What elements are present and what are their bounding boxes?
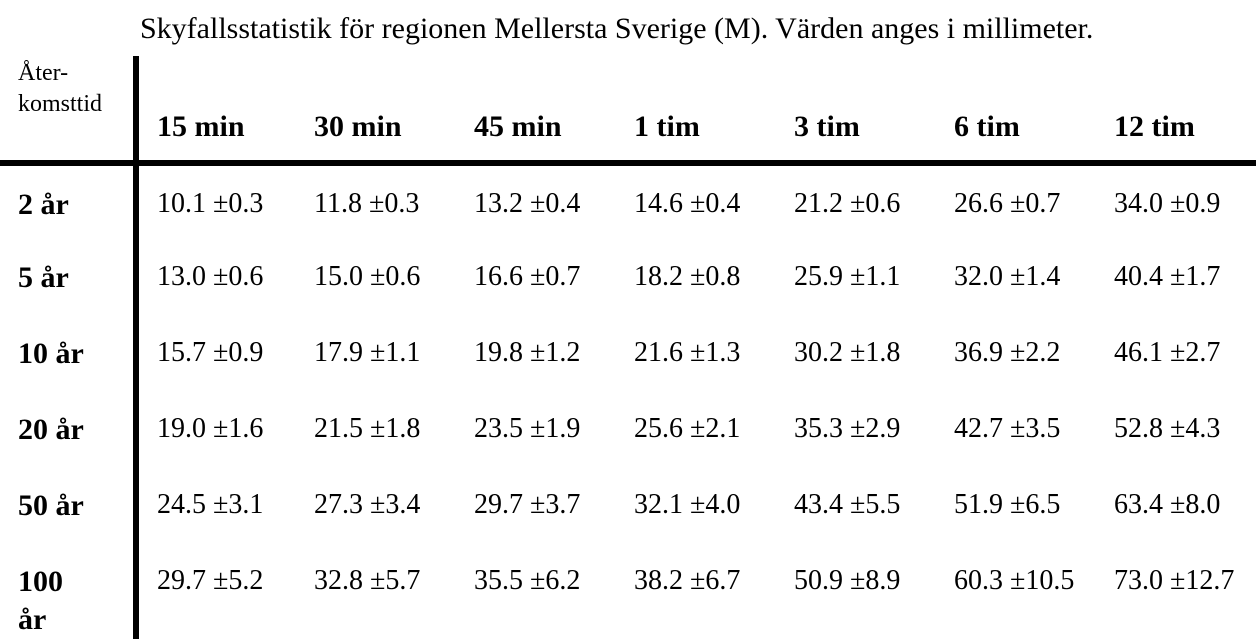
value-cell: 21.6 ±1.3 (634, 337, 741, 368)
value-cell: 16.6 ±0.7 (474, 261, 581, 292)
value-cell: 60.3 ±10.5 (954, 565, 1075, 596)
value-cell: 43.4 ±5.5 (794, 489, 901, 520)
value-cell: 73.0 ±12.7 (1114, 565, 1235, 596)
value-cell: 50.9 ±8.9 (794, 565, 901, 596)
value-cell: 27.3 ±3.4 (314, 489, 421, 520)
value-cell: 18.2 ±0.8 (634, 261, 741, 292)
column-header: 6 tim (936, 56, 1096, 166)
value-cell: 13.2 ±0.4 (474, 188, 581, 219)
corner-header-cell: Åter- komsttid (0, 56, 139, 166)
row-label: 20 år (0, 391, 139, 467)
corner-label-line1: Åter- (18, 60, 69, 86)
value-cell: 34.0 ±0.9 (1114, 188, 1221, 219)
value-cell: 52.8 ±4.3 (1114, 413, 1221, 444)
value-cell: 35.3 ±2.9 (794, 413, 901, 444)
value-cell: 24.5 ±3.1 (157, 489, 264, 520)
value-cell: 21.5 ±1.8 (314, 413, 421, 444)
value-cell: 29.7 ±3.7 (474, 489, 581, 520)
value-cell: 38.2 ±6.7 (634, 565, 741, 596)
value-cell: 36.9 ±2.2 (954, 337, 1061, 368)
value-cell: 25.9 ±1.1 (794, 261, 901, 292)
value-cell: 63.4 ±8.0 (1114, 489, 1221, 520)
column-header: 30 min (296, 56, 456, 166)
value-cell: 23.5 ±1.9 (474, 413, 581, 444)
row-label: 100 år (0, 543, 139, 639)
table-row: 10 år 15.7 ±0.9 17.9 ±1.1 19.8 ±1.2 21.6 ±1.… (0, 315, 1256, 391)
table-row: 20 år 19.0 ±1.6 21.5 ±1.8 23.5 ±1.9 25.6 ±2.… (0, 391, 1256, 467)
value-cell: 15.7 ±0.9 (157, 337, 264, 368)
value-cell: 42.7 ±3.5 (954, 413, 1061, 444)
column-header: 15 min (136, 56, 296, 166)
value-cell: 17.9 ±1.1 (314, 337, 421, 368)
value-cell: 35.5 ±6.2 (474, 565, 581, 596)
value-cell: 29.7 ±5.2 (157, 565, 264, 596)
row-label: 50 år (0, 467, 139, 543)
table-row: 50 år 24.5 ±3.1 27.3 ±3.4 29.7 ±3.7 32.1 ±4.… (0, 467, 1256, 543)
value-cell: 11.8 ±0.3 (314, 188, 420, 219)
table-row: 100 år 29.7 ±5.2 32.8 ±5.7 35.5 ±6.2 38.2 ±6… (0, 543, 1256, 639)
column-header: 12 tim (1096, 56, 1256, 166)
row-label: 5 år (0, 239, 139, 315)
page-title: Skyfallsstatistik för regionen Mellersta… (140, 12, 1094, 45)
value-cell: 13.0 ±0.6 (157, 261, 264, 292)
value-cell: 25.6 ±2.1 (634, 413, 741, 444)
value-cell: 14.6 ±0.4 (634, 188, 741, 219)
column-header: 3 tim (776, 56, 936, 166)
value-cell: 19.0 ±1.6 (157, 413, 264, 444)
header-row: Åter- komsttid 15 min 30 min 45 min 1 tim 3 … (0, 56, 1256, 166)
value-cell: 15.0 ±0.6 (314, 261, 421, 292)
row-label: 10 år (0, 315, 139, 391)
row-label: 2 år (0, 163, 139, 239)
column-header: 1 tim (616, 56, 776, 166)
value-cell: 19.8 ±1.2 (474, 337, 581, 368)
value-cell: 26.6 ±0.7 (954, 188, 1061, 219)
stats-table: Åter- komsttid 15 min 30 min 45 min 1 tim 3 … (0, 56, 1256, 639)
value-cell: 32.8 ±5.7 (314, 565, 421, 596)
table-row: 5 år 13.0 ±0.6 15.0 ±0.6 16.6 ±0.7 18.2 ±0.8… (0, 239, 1256, 315)
column-header: 45 min (456, 56, 616, 166)
value-cell: 40.4 ±1.7 (1114, 261, 1221, 292)
value-cell: 21.2 ±0.6 (794, 188, 901, 219)
value-cell: 46.1 ±2.7 (1114, 337, 1221, 368)
corner-label-line2: komsttid (18, 91, 103, 117)
table-row: 2 år 10.1 ±0.3 11.8 ±0.3 13.2 ±0.4 14.6 ±0.4… (0, 163, 1256, 239)
table-body: 2 år 10.1 ±0.3 11.8 ±0.3 13.2 ±0.4 14.6 ±0.4… (0, 163, 1256, 639)
value-cell: 32.1 ±4.0 (634, 489, 741, 520)
value-cell: 32.0 ±1.4 (954, 261, 1061, 292)
value-cell: 51.9 ±6.5 (954, 489, 1061, 520)
value-cell: 30.2 ±1.8 (794, 337, 901, 368)
value-cell: 10.1 ±0.3 (157, 188, 264, 219)
